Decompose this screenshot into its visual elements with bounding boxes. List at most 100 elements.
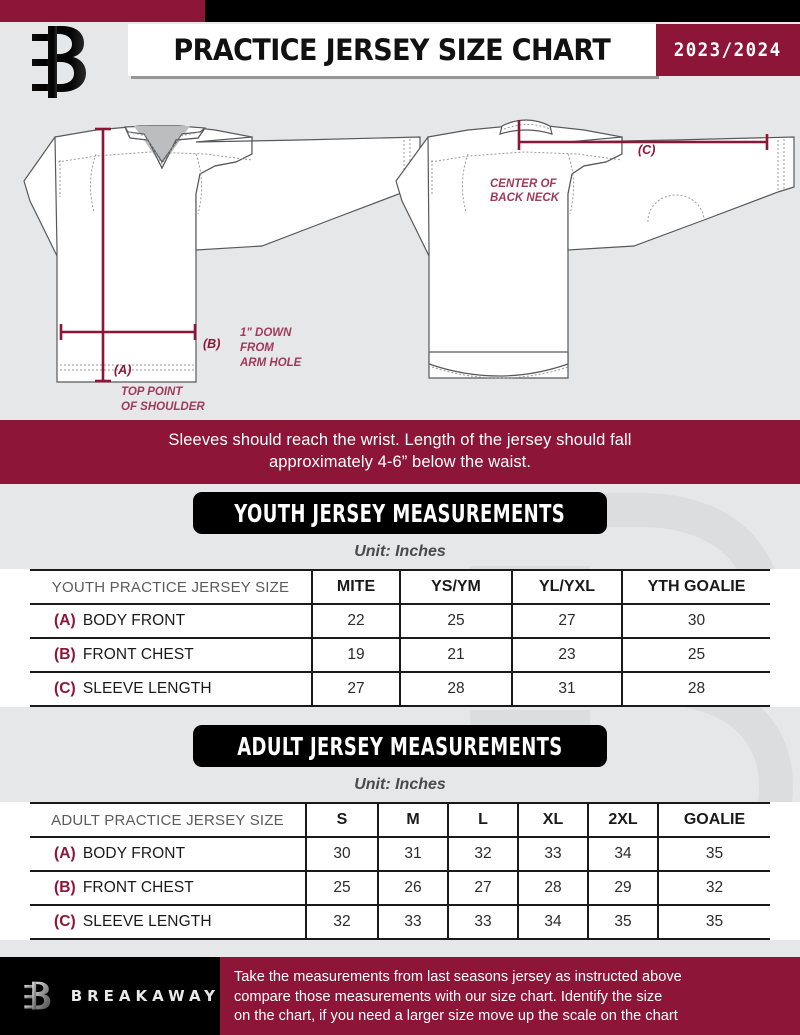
adult-a-goalie: 35 [657, 836, 770, 872]
front-note-a-2: OF SHOULDER [121, 401, 205, 413]
front-jersey-drawing [23, 125, 421, 383]
front-note-b-2: FROM [240, 342, 274, 354]
note-line-1: Sleeves should reach the wrist. Length o… [168, 431, 632, 450]
youth-b-ylyxl: 23 [511, 637, 622, 673]
youth-col-ysym: YS/YM [399, 569, 512, 605]
back-note-c-1: CENTER OF [490, 178, 557, 190]
youth-col-yth-goalie: YTH GOALIE [621, 569, 770, 605]
youth-row-label-a: (A) BODY FRONT [30, 603, 312, 639]
youth-section: YOUTH JERSEY MEASUREMENTS Unit: Inches Y… [0, 492, 800, 707]
footer-line-1: Take the measurements from last seasons … [234, 969, 682, 985]
adult-c-l: 33 [447, 904, 518, 940]
adult-row-label-c: (C) SLEEVE LENGTH [30, 904, 306, 940]
youth-c-mite: 27 [311, 671, 400, 707]
adult-row-label-b: (B) FRONT CHEST [30, 870, 306, 906]
table-row: (B) FRONT CHEST 19 21 23 25 [30, 637, 770, 673]
footer-line-2: compare those measurements with our size… [234, 988, 663, 1005]
table-row: (A) BODY FRONT 30 31 32 33 34 35 [30, 836, 770, 872]
top-strip-black [205, 0, 800, 22]
youth-a-ylyxl: 27 [511, 603, 622, 639]
back-note-c-2: BACK NECK [490, 192, 560, 204]
adult-c-goalie: 35 [657, 904, 770, 940]
adult-c-xl: 34 [517, 904, 588, 940]
front-label-a: (A) [114, 363, 131, 377]
header-logo-zone [0, 22, 128, 98]
adult-c-s: 32 [305, 904, 378, 940]
adult-b-xl: 28 [517, 870, 588, 906]
youth-b-ysym: 21 [399, 637, 512, 673]
breakaway-b-logo-icon [24, 981, 51, 1010]
youth-size-label: YOUTH PRACTICE JERSEY SIZE [30, 569, 312, 605]
footer-instructions: Take the measurements from last seasons … [220, 957, 800, 1035]
youth-row-key-c: (C) [54, 680, 76, 697]
adult-col-m: M [377, 802, 448, 838]
adult-row-key-c: (C) [54, 913, 76, 930]
adult-col-s: S [305, 802, 378, 838]
footer-line-3: on the chart, if you need a larger size … [234, 1008, 678, 1025]
adult-unit-label: Unit: Inches [354, 776, 446, 793]
adult-row-name-c: SLEEVE LENGTH [82, 913, 212, 930]
page-title-plate: PRACTICE JERSEY SIZE CHART [128, 24, 656, 76]
adult-measurements-table: ADULT PRACTICE JERSEY SIZE S M L XL 2XL … [30, 802, 770, 940]
youth-row-label-c: (C) SLEEVE LENGTH [30, 671, 312, 707]
adult-row-name-a: BODY FRONT [82, 845, 186, 862]
adult-section: ADULT JERSEY MEASUREMENTS Unit: Inches A… [0, 725, 800, 940]
youth-row-name-b: FRONT CHEST [82, 646, 194, 663]
season-badge: 2023/2024 [656, 24, 800, 76]
adult-heading-pill: ADULT JERSEY MEASUREMENTS [193, 725, 607, 767]
page-title: PRACTICE JERSEY SIZE CHART [173, 33, 611, 67]
adult-a-m: 31 [377, 836, 448, 872]
youth-b-mite: 19 [311, 637, 400, 673]
youth-a-ysym: 25 [399, 603, 512, 639]
back-label-c: (C) [638, 143, 655, 157]
front-note-b-1: 1" DOWN [240, 327, 292, 339]
adult-row-key-b: (B) [54, 879, 76, 896]
adult-col-xl: XL [517, 802, 588, 838]
youth-table-header-row: YOUTH PRACTICE JERSEY SIZE MITE YS/YM YL… [30, 569, 770, 605]
top-accent-strip [0, 0, 800, 22]
adult-table-wrap: ADULT PRACTICE JERSEY SIZE S M L XL 2XL … [0, 802, 800, 940]
adult-row-label-a: (A) BODY FRONT [30, 836, 306, 872]
youth-heading: YOUTH JERSEY MEASUREMENTS [234, 498, 566, 528]
jersey-diagrams-svg: .out { fill:#fff; stroke:#58595b; stroke… [23, 119, 795, 413]
adult-b-goalie: 32 [657, 870, 770, 906]
footer-brand-block: BREAKAWAY [0, 957, 220, 1035]
youth-measurements-table: YOUTH PRACTICE JERSEY SIZE MITE YS/YM YL… [30, 569, 770, 707]
adult-a-xl: 33 [517, 836, 588, 872]
adult-b-m: 26 [377, 870, 448, 906]
youth-heading-pill: YOUTH JERSEY MEASUREMENTS [193, 492, 607, 534]
youth-row-key-a: (A) [54, 612, 76, 629]
page-footer: BREAKAWAY Take the measurements from las… [0, 957, 800, 1035]
youth-col-mite: MITE [311, 569, 400, 605]
youth-row-label-b: (B) FRONT CHEST [30, 637, 312, 673]
youth-row-name-a: BODY FRONT [82, 612, 186, 629]
youth-col-ylyxl: YL/YXL [511, 569, 622, 605]
front-note-b-3: ARM HOLE [239, 357, 302, 369]
adult-a-2xl: 34 [587, 836, 658, 872]
youth-c-ysym: 28 [399, 671, 512, 707]
adult-col-2xl: 2XL [587, 802, 658, 838]
jersey-diagram-area: .out { fill:#fff; stroke:#58595b; stroke… [0, 82, 800, 418]
note-line-2: approximately 4-6” below the waist. [268, 453, 532, 471]
back-jersey-drawing [395, 119, 795, 379]
table-row: (C) SLEEVE LENGTH 32 33 33 34 35 35 [30, 904, 770, 940]
adult-c-m: 33 [377, 904, 448, 940]
top-strip-maroon [0, 0, 205, 22]
youth-b-goalie: 25 [621, 637, 770, 673]
adult-col-l: L [447, 802, 518, 838]
adult-col-goalie: GOALIE [657, 802, 770, 838]
adult-a-s: 30 [305, 836, 378, 872]
youth-unit-label: Unit: Inches [354, 543, 446, 560]
youth-row-key-b: (B) [54, 646, 76, 663]
adult-size-label: ADULT PRACTICE JERSEY SIZE [30, 802, 306, 838]
front-label-b: (B) [203, 337, 220, 351]
page-header: PRACTICE JERSEY SIZE CHART 2023/2024 [0, 22, 800, 98]
adult-row-name-b: FRONT CHEST [82, 879, 194, 896]
table-row: (C) SLEEVE LENGTH 27 28 31 28 [30, 671, 770, 707]
youth-c-goalie: 28 [621, 671, 770, 707]
adult-b-2xl: 29 [587, 870, 658, 906]
adult-a-l: 32 [447, 836, 518, 872]
breakaway-b-logo-icon [32, 26, 86, 98]
front-note-a-1: TOP POINT [121, 386, 183, 398]
